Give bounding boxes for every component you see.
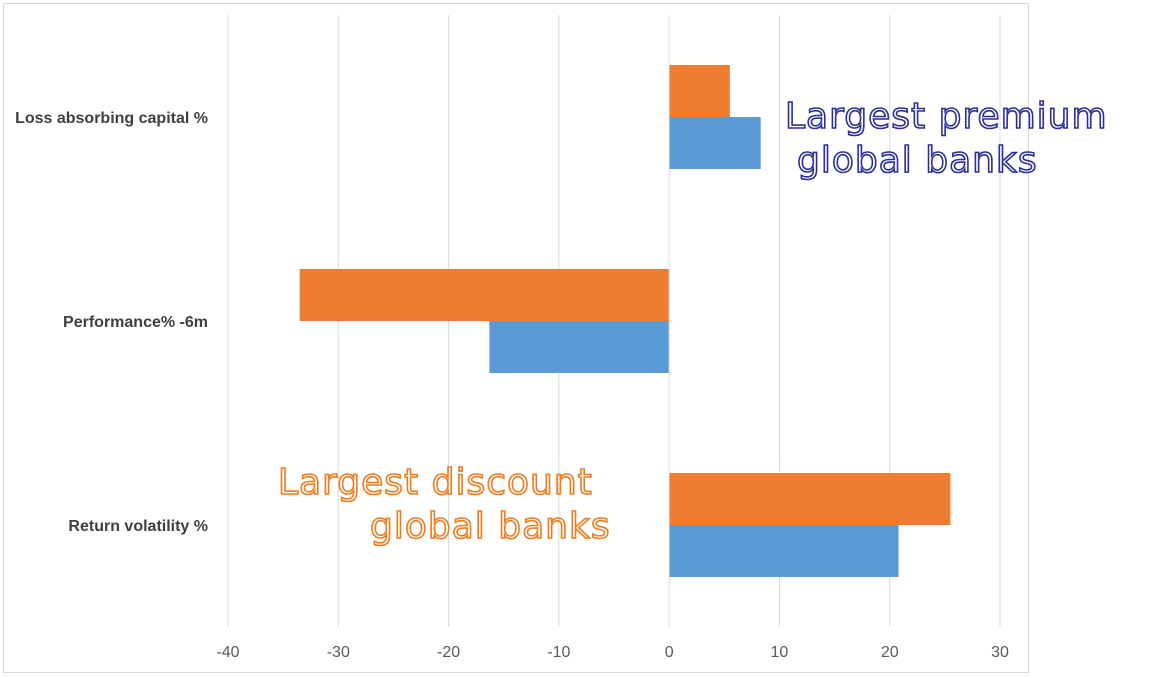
annotation-2-line-1: Largest discount (278, 462, 593, 503)
x-tick-label: 30 (991, 644, 1009, 661)
x-tick-label: 20 (881, 644, 899, 661)
category-label: Return volatility % (68, 518, 208, 535)
x-tick-label: 0 (665, 644, 674, 661)
bar-series1-1 (299, 269, 670, 321)
bars (299, 65, 951, 577)
x-tick-label: -40 (216, 644, 239, 661)
bar-series1-0 (669, 65, 730, 117)
x-tick-label: -30 (327, 644, 350, 661)
annotation-2-line-2: global banks (370, 506, 611, 547)
bar-series2-0 (669, 117, 761, 169)
category-label: Performance% -6m (63, 314, 208, 331)
x-tick-label: -10 (547, 644, 570, 661)
annotation-1-line-1: Largest premium (785, 96, 1108, 137)
x-tick-label: 10 (771, 644, 789, 661)
bar-series2-1 (489, 321, 670, 373)
x-tick-labels: -40 -30 -20 -10 0 10 20 30 (216, 644, 1009, 661)
bar-series1-2 (669, 473, 951, 525)
x-tick-label: -20 (437, 644, 460, 661)
bar-series2-2 (669, 525, 899, 577)
annotation-1-line-2: global banks (797, 140, 1038, 181)
category-label: Loss absorbing capital % (15, 110, 208, 127)
category-labels: Loss absorbing capital % Performance% -6m… (15, 110, 208, 535)
